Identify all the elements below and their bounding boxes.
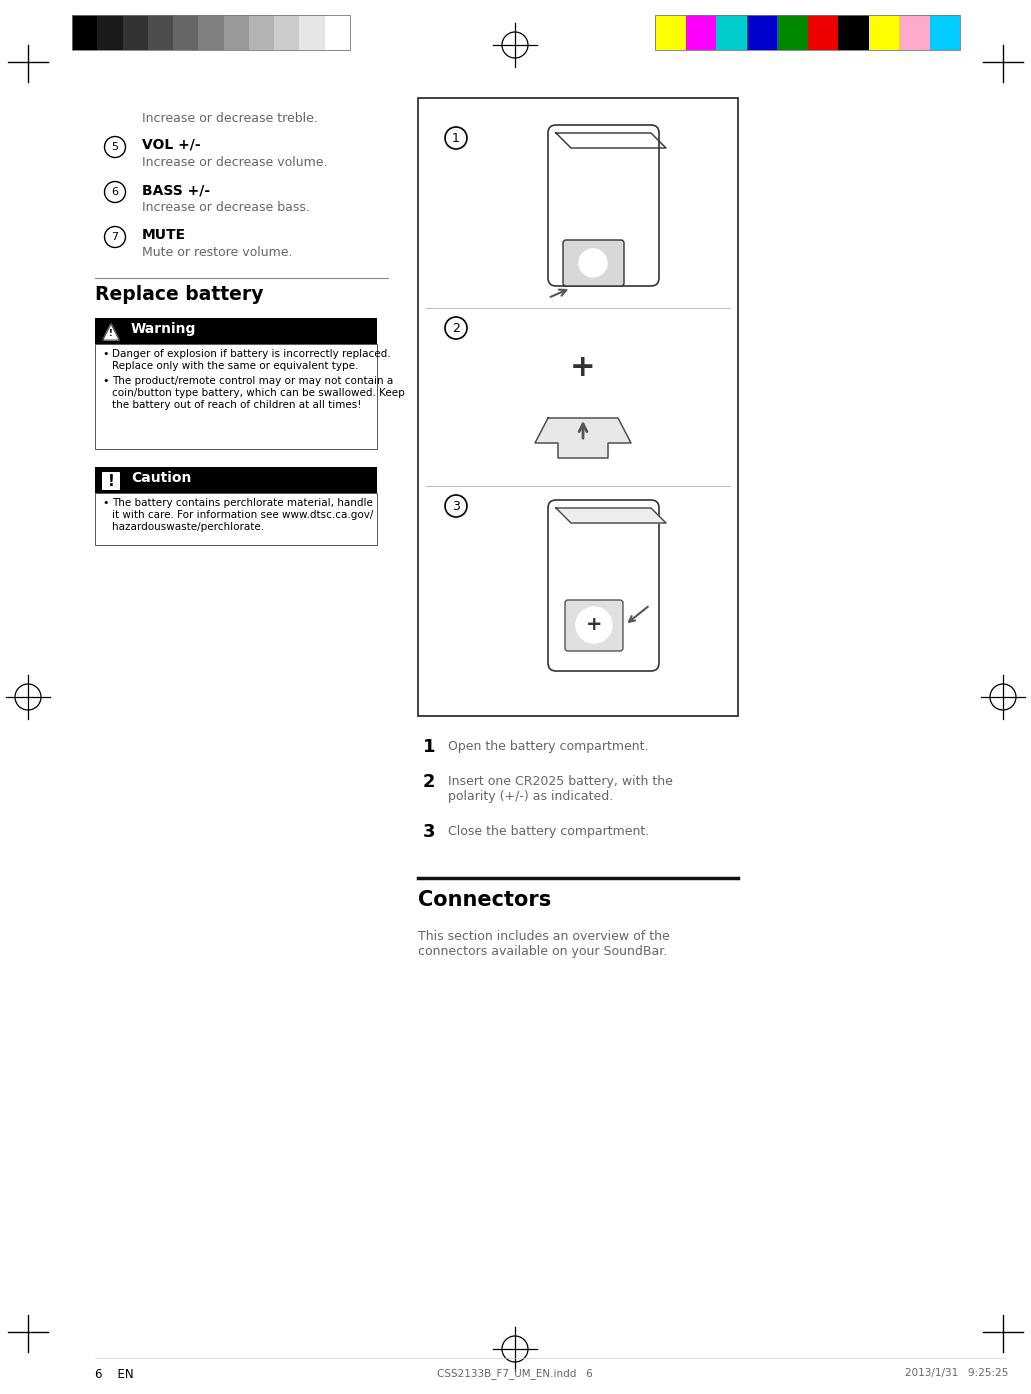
Bar xyxy=(72,15,350,50)
Circle shape xyxy=(576,606,612,643)
Bar xyxy=(655,15,960,50)
Text: 1: 1 xyxy=(452,131,460,145)
Text: 6    EN: 6 EN xyxy=(95,1368,134,1381)
Text: VOL +/-: VOL +/- xyxy=(142,138,201,152)
Text: The product/remote control may or may not contain a: The product/remote control may or may no… xyxy=(112,376,393,386)
Text: the battery out of reach of children at all times!: the battery out of reach of children at … xyxy=(112,400,362,410)
Text: Increase or decrease treble.: Increase or decrease treble. xyxy=(142,112,318,125)
Text: BASS +/-: BASS +/- xyxy=(142,183,210,197)
Circle shape xyxy=(545,330,621,406)
Text: 5: 5 xyxy=(111,142,119,152)
Text: CSS2133B_F7_UM_EN.indd   6: CSS2133B_F7_UM_EN.indd 6 xyxy=(437,1368,593,1379)
Text: Warning: Warning xyxy=(131,322,196,336)
Bar xyxy=(95,344,377,449)
Polygon shape xyxy=(103,323,119,340)
FancyBboxPatch shape xyxy=(563,240,624,286)
Bar xyxy=(95,493,377,545)
Bar xyxy=(807,15,838,50)
Text: Increase or decrease bass.: Increase or decrease bass. xyxy=(142,201,310,215)
Text: Open the battery compartment.: Open the battery compartment. xyxy=(448,740,648,753)
Polygon shape xyxy=(535,418,631,459)
Bar xyxy=(97,15,123,50)
Bar xyxy=(868,15,899,50)
Text: +: + xyxy=(586,616,602,634)
Text: 2013/1/31   9:25:25: 2013/1/31 9:25:25 xyxy=(904,1368,1008,1379)
Polygon shape xyxy=(556,507,666,523)
Bar xyxy=(655,15,686,50)
Bar xyxy=(418,98,738,717)
Polygon shape xyxy=(556,132,666,148)
Bar xyxy=(838,15,868,50)
Text: •: • xyxy=(102,348,108,360)
Bar xyxy=(746,15,777,50)
Text: 7: 7 xyxy=(111,231,119,243)
Text: 1: 1 xyxy=(423,737,435,756)
Text: 6: 6 xyxy=(111,187,119,197)
Bar xyxy=(147,15,173,50)
FancyBboxPatch shape xyxy=(102,473,120,491)
Text: Danger of explosion if battery is incorrectly replaced.: Danger of explosion if battery is incorr… xyxy=(112,348,391,360)
Text: Mute or restore volume.: Mute or restore volume. xyxy=(142,245,293,259)
Text: coin/button type battery, which can be swallowed. Keep: coin/button type battery, which can be s… xyxy=(112,388,405,399)
Bar xyxy=(173,15,198,50)
Text: Insert one CR2025 battery, with the
polarity (+/-) as indicated.: Insert one CR2025 battery, with the pola… xyxy=(448,775,673,803)
Text: !: ! xyxy=(107,474,114,488)
Bar xyxy=(248,15,274,50)
Text: The battery contains perchlorate material, handle: The battery contains perchlorate materia… xyxy=(112,498,373,507)
Bar xyxy=(72,15,97,50)
Text: Connectors: Connectors xyxy=(418,889,552,910)
Text: 3: 3 xyxy=(423,822,435,841)
FancyBboxPatch shape xyxy=(565,599,623,651)
Text: Close the battery compartment.: Close the battery compartment. xyxy=(448,825,650,838)
Bar xyxy=(123,15,147,50)
Text: •: • xyxy=(102,376,108,386)
FancyBboxPatch shape xyxy=(548,500,659,671)
Text: MUTE: MUTE xyxy=(142,229,187,243)
Text: 3: 3 xyxy=(452,499,460,513)
Bar xyxy=(686,15,716,50)
Text: !: ! xyxy=(109,329,113,337)
Bar xyxy=(899,15,930,50)
Text: it with care. For information see www.dtsc.ca.gov/: it with care. For information see www.dt… xyxy=(112,510,373,520)
Text: This section includes an overview of the
connectors available on your SoundBar.: This section includes an overview of the… xyxy=(418,930,670,958)
Bar xyxy=(716,15,746,50)
Text: Replace battery: Replace battery xyxy=(95,284,264,304)
Text: •: • xyxy=(102,498,108,507)
Text: +: + xyxy=(570,354,596,382)
Bar xyxy=(299,15,325,50)
Text: 2: 2 xyxy=(452,322,460,335)
Bar xyxy=(777,15,807,50)
Text: Replace only with the same or equivalent type.: Replace only with the same or equivalent… xyxy=(112,361,359,371)
Bar xyxy=(95,467,377,493)
Circle shape xyxy=(579,250,607,277)
Bar xyxy=(274,15,299,50)
FancyBboxPatch shape xyxy=(548,125,659,286)
Text: hazardouswaste/perchlorate.: hazardouswaste/perchlorate. xyxy=(112,521,264,533)
Text: Increase or decrease volume.: Increase or decrease volume. xyxy=(142,156,328,169)
Text: 2: 2 xyxy=(423,774,435,790)
Bar xyxy=(325,15,350,50)
Bar xyxy=(930,15,960,50)
Text: Caution: Caution xyxy=(131,471,192,485)
Bar xyxy=(198,15,224,50)
Bar xyxy=(95,318,377,344)
Bar xyxy=(224,15,248,50)
